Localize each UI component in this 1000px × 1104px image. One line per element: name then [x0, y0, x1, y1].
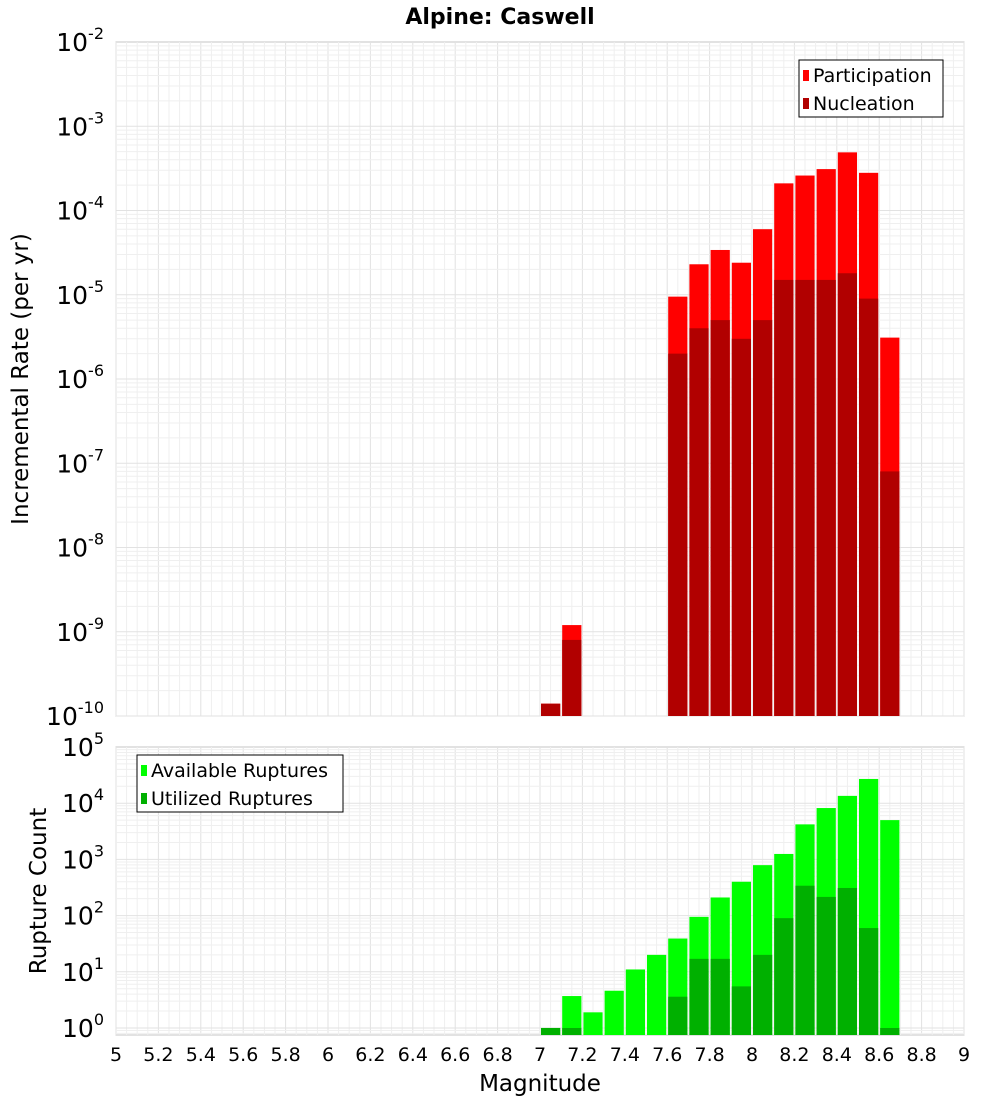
- legend-label: Available Ruptures: [151, 760, 328, 782]
- bar: [689, 958, 709, 1035]
- bar: [668, 996, 688, 1035]
- bar: [583, 1012, 603, 1035]
- y-tick-label: 10-8: [56, 530, 104, 563]
- y-tick-labels: 10-10 10-9 10-8 10-7 10-6 10-5 10-4 10-3 10-2: [46, 24, 104, 731]
- x-tick-label: 6: [322, 1044, 334, 1066]
- bar: [731, 338, 751, 716]
- panel-rate: 10-10 10-9 10-8 10-7 10-6 10-5 10-4 10-3 10-2 Inc…: [8, 24, 965, 731]
- x-tick-label: 7.4: [610, 1044, 640, 1066]
- y-tick-label: 105: [62, 729, 104, 762]
- bar: [753, 320, 773, 716]
- y-tick-label: 10-6: [56, 361, 104, 394]
- bar: [880, 1027, 900, 1035]
- gridlines: [115, 42, 965, 717]
- bar: [710, 958, 730, 1035]
- y-tick-labels: 100 101 102 103 104 105: [62, 729, 104, 1043]
- y-tick-label: 100: [62, 1010, 104, 1043]
- y-tick-label: 10-5: [56, 277, 104, 310]
- bar: [753, 954, 773, 1035]
- bar: [880, 471, 900, 716]
- y-tick-label: 10-3: [56, 108, 104, 141]
- bar: [731, 986, 751, 1035]
- x-tick-label: 9: [958, 1044, 970, 1066]
- y-axis-label: Rupture Count: [26, 808, 52, 974]
- x-tick-label: 6.4: [398, 1044, 428, 1066]
- bar: [647, 954, 667, 1035]
- chart-title: Alpine: Caswell: [405, 5, 594, 30]
- y-tick-label: 101: [62, 954, 104, 987]
- x-tick-label: 8: [746, 1044, 758, 1066]
- bar: [625, 969, 645, 1035]
- y-axis-label: Incremental Rate (per yr): [8, 233, 34, 525]
- x-tick-label: 8.4: [822, 1044, 852, 1066]
- bar: [859, 928, 879, 1035]
- series-utilized-ruptures: [541, 885, 900, 1035]
- x-axis-label: Magnitude: [479, 1071, 601, 1097]
- bar: [837, 273, 857, 716]
- y-tick-label: 104: [62, 785, 104, 818]
- y-tick-label: 102: [62, 898, 104, 931]
- x-tick-label: 5: [110, 1044, 122, 1066]
- legend-swatch: [141, 765, 147, 776]
- bar: [562, 1027, 582, 1035]
- x-tick-label: 5.2: [143, 1044, 173, 1066]
- bar: [816, 279, 836, 716]
- legend-swatch: [803, 98, 809, 109]
- bar: [795, 279, 815, 716]
- x-tick-label: 8.2: [779, 1044, 809, 1066]
- x-tick-labels: 5 5.2 5.4 5.6 5.8 6 6.2 6.4 6.6 6.8 7 7.2 7.4 7.6 7.8 8…: [110, 1044, 970, 1066]
- x-tick-label: 8.6: [864, 1044, 894, 1066]
- y-tick-label: 10-9: [56, 614, 104, 647]
- legend-box: [798, 59, 944, 118]
- bar: [774, 918, 794, 1035]
- bar: [562, 996, 582, 1035]
- y-tick-label: 10-2: [56, 24, 104, 57]
- bar: [774, 279, 794, 716]
- bar: [668, 353, 688, 716]
- x-tick-label: 5.6: [228, 1044, 258, 1066]
- x-tick-label: 5.4: [186, 1044, 216, 1066]
- bar: [689, 328, 709, 716]
- bar: [541, 703, 561, 716]
- x-tick-label: 6.6: [440, 1044, 470, 1066]
- y-tick-label: 103: [62, 841, 104, 874]
- bar: [604, 990, 624, 1035]
- y-tick-label: 10-7: [56, 445, 104, 478]
- legend-box: [136, 754, 344, 813]
- legend: Participation Nucleation: [798, 59, 944, 118]
- legend-swatch: [141, 793, 147, 804]
- bar: [880, 820, 900, 1035]
- panel-count: 100 101 102 103 104 105 Rupture Count: [26, 729, 965, 1043]
- bar: [859, 298, 879, 716]
- x-tick-label: 7: [534, 1044, 546, 1066]
- bar: [816, 896, 836, 1035]
- x-tick-label: 6.2: [355, 1044, 385, 1066]
- bar: [795, 885, 815, 1035]
- x-tick-label: 8.8: [906, 1044, 936, 1066]
- x-tick-label: 7.2: [567, 1044, 597, 1066]
- legend-label: Utilized Ruptures: [151, 788, 313, 810]
- x-tick-label: 7.8: [694, 1044, 724, 1066]
- y-tick-label: 10-10: [46, 698, 104, 731]
- bar: [562, 639, 582, 716]
- y-tick-label: 10-4: [56, 193, 104, 226]
- legend-swatch: [803, 70, 809, 81]
- x-tick-label: 5.8: [270, 1044, 300, 1066]
- bar: [837, 887, 857, 1035]
- x-tick-label: 7.6: [652, 1044, 682, 1066]
- bar: [541, 1027, 561, 1035]
- x-tick-label: 6.8: [482, 1044, 512, 1066]
- legend-label: Participation: [813, 65, 932, 87]
- legend: Available Ruptures Utilized Ruptures: [136, 754, 344, 813]
- series-nucleation: [541, 273, 900, 716]
- legend-label: Nucleation: [813, 93, 915, 115]
- bar: [710, 320, 730, 716]
